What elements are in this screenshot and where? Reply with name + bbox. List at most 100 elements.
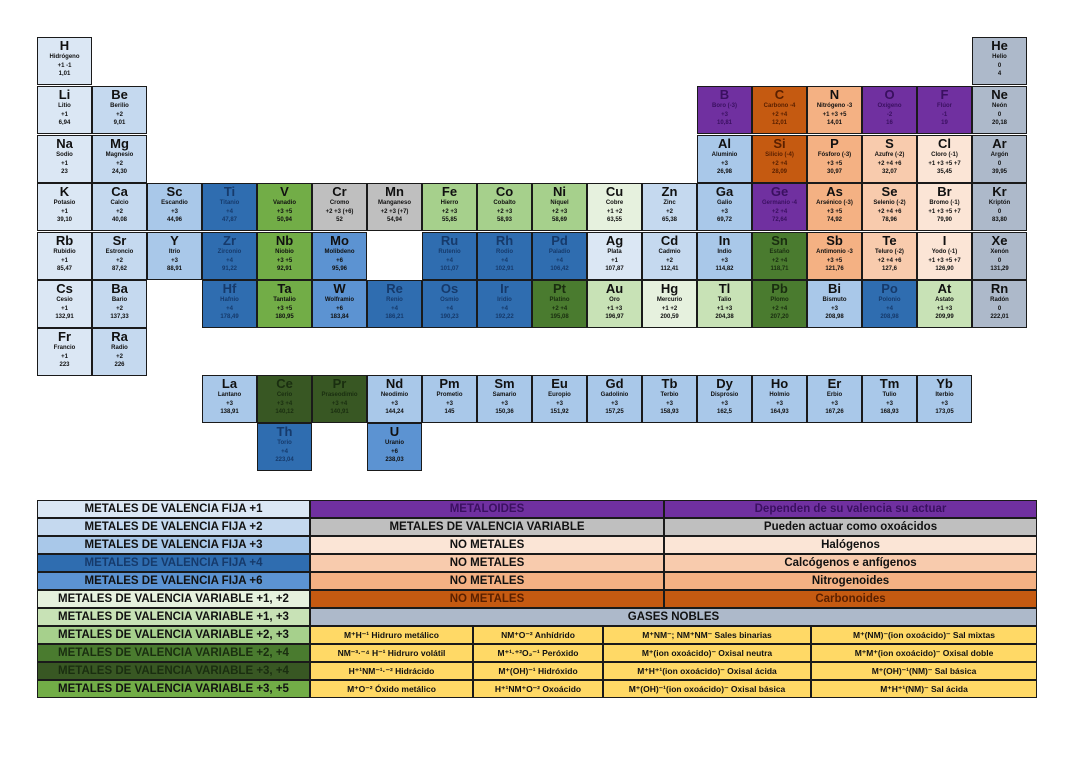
element-mass: 30,97 (826, 169, 842, 175)
element-symbol: C (774, 87, 785, 102)
element-name: Itrio (168, 249, 181, 255)
legend-category: NO METALES (310, 572, 664, 590)
element-symbol: Yb (936, 376, 953, 391)
element-mass: 40,08 (111, 217, 127, 223)
element-cell-eu: Eu Europio +3 151,92 (532, 375, 587, 423)
element-symbol: Nb (275, 233, 294, 248)
element-cell-tb: Tb Terbio +3 158,93 (642, 375, 697, 423)
element-valence: +4 (556, 258, 563, 264)
legend-category: NO METALES (310, 590, 664, 608)
compound-formula: NM⁺O⁻² Anhídrido (473, 626, 603, 644)
element-mass: 87,62 (111, 266, 127, 272)
element-name: Estroncio (105, 249, 134, 255)
element-valence: +6 (336, 258, 343, 264)
element-valence: +2 +4 (771, 161, 788, 167)
element-name: Magnesio (105, 152, 134, 158)
element-mass: 78,96 (881, 217, 897, 223)
element-symbol: H (59, 38, 70, 53)
element-valence: +4 (281, 449, 288, 455)
element-valence: +3 (446, 401, 453, 407)
legend-row-left: METALES DE VALENCIA FIJA +2 (37, 518, 310, 536)
element-mass: 9,01 (113, 120, 126, 126)
element-name: Iterbio (935, 392, 954, 398)
element-symbol: Th (276, 424, 293, 439)
element-symbol: Rn (990, 281, 1009, 296)
legend-noble-gases: GASES NOBLES (310, 608, 1037, 626)
element-mass: 164,93 (770, 409, 789, 415)
element-name: Cobre (605, 200, 624, 206)
element-cell-pm: Pm Prometio +3 145 (422, 375, 477, 423)
element-name: Helio (992, 54, 1007, 60)
element-valence: +2 (666, 258, 673, 264)
compound-formula: M⁺H⁺¹(ion oxoácido)⁻ Oxisal ácida (603, 662, 811, 680)
element-mass: 145 (444, 409, 455, 415)
element-name: Molibdeno (324, 249, 355, 255)
element-valence: +4 (446, 306, 453, 312)
element-mass: 12,01 (771, 120, 787, 126)
element-mass: 58,69 (551, 217, 567, 223)
element-cell-ho: Ho Holmio +3 164,93 (752, 375, 807, 423)
element-mass: 102,91 (495, 266, 514, 272)
element-symbol: Gd (605, 376, 624, 391)
element-cell-mo: Mo Molibdeno +6 95,96 (312, 232, 367, 280)
element-name: Rodio (496, 249, 513, 255)
element-cell-at: At Astato +1 +3 209,99 (917, 280, 972, 328)
legend-row-left: METALES DE VALENCIA FIJA +1 (37, 500, 310, 518)
element-name: Oro (609, 297, 620, 303)
element-symbol: N (829, 87, 840, 102)
element-mass: 69,72 (716, 217, 732, 223)
element-mass: 168,93 (880, 409, 899, 415)
legend-description: Calcógenos e anfígenos (664, 554, 1037, 572)
element-valence: +4 (226, 306, 233, 312)
element-symbol: Tl (718, 281, 731, 296)
element-valence: +2 +4 (771, 306, 788, 312)
element-mass: 204,38 (715, 314, 734, 320)
element-cell-sc: Sc Escandio +3 44,96 (147, 183, 202, 231)
element-valence: +3 (666, 401, 673, 407)
element-mass: 24,30 (111, 169, 127, 175)
element-mass: 54,94 (386, 217, 402, 223)
element-mass: 63,55 (606, 217, 622, 223)
element-name: Escandio (161, 200, 188, 206)
element-valence: -2 (886, 112, 893, 118)
element-valence: +3 (501, 401, 508, 407)
element-cell-pd: Pd Paladio +4 106,42 (532, 232, 587, 280)
element-cell-rn: Rn Radón 0 222,01 (972, 280, 1027, 328)
element-name: Aluminio (711, 152, 738, 158)
element-valence: +3 +5 (276, 306, 293, 312)
element-name: Francio (53, 345, 76, 351)
element-name: Indio (717, 249, 732, 255)
element-valence: +3 (391, 401, 398, 407)
element-cell-as: As Arsénico (-3) +3 +5 74,92 (807, 183, 862, 231)
compound-formula: M⁺(OH)⁻¹(ion oxoácido)⁻ Oxisal básica (603, 680, 811, 698)
element-symbol: Ba (111, 281, 128, 296)
legend-row-left: METALES DE VALENCIA FIJA +6 (37, 572, 310, 590)
element-cell-in: In Indio +3 114,82 (697, 232, 752, 280)
element-symbol: Ga (715, 184, 734, 199)
element-symbol: Eu (551, 376, 568, 391)
element-cell-i: I Yodo (-1) +1 +3 +5 +7 126,90 (917, 232, 972, 280)
element-cell-dy: Dy Disprosio +3 162,5 (697, 375, 752, 423)
element-cell-gd: Gd Gadolinio +3 157,25 (587, 375, 642, 423)
element-symbol: Li (58, 87, 71, 102)
element-symbol: U (389, 424, 400, 439)
element-cell-xe: Xe Xenón 0 131,29 (972, 232, 1027, 280)
element-symbol: Ca (111, 184, 128, 199)
element-symbol: Zr (223, 233, 236, 248)
legend-row-left: METALES DE VALENCIA FIJA +4 (37, 554, 310, 572)
element-mass: 200,59 (660, 314, 679, 320)
element-mass: 192,22 (495, 314, 514, 320)
element-symbol: In (718, 233, 731, 248)
element-name: Vanadio (272, 200, 296, 206)
element-valence: +2 +4 (771, 209, 788, 215)
element-name: Rubidio (53, 249, 76, 255)
element-mass: 10,81 (716, 120, 732, 126)
element-cell-na: Na Sodio +1 23 (37, 135, 92, 183)
element-cell-v: V Vanadio +3 +5 50,94 (257, 183, 312, 231)
element-name: Carbono -4 (763, 103, 796, 109)
element-cell-ge: Ge Germanio -4 +2 +4 72,64 (752, 183, 807, 231)
element-symbol: Au (605, 281, 624, 296)
element-mass: 4 (997, 71, 1002, 77)
element-cell-fr: Fr Francio +1 223 (37, 328, 92, 376)
element-name: Prometio (436, 392, 463, 398)
